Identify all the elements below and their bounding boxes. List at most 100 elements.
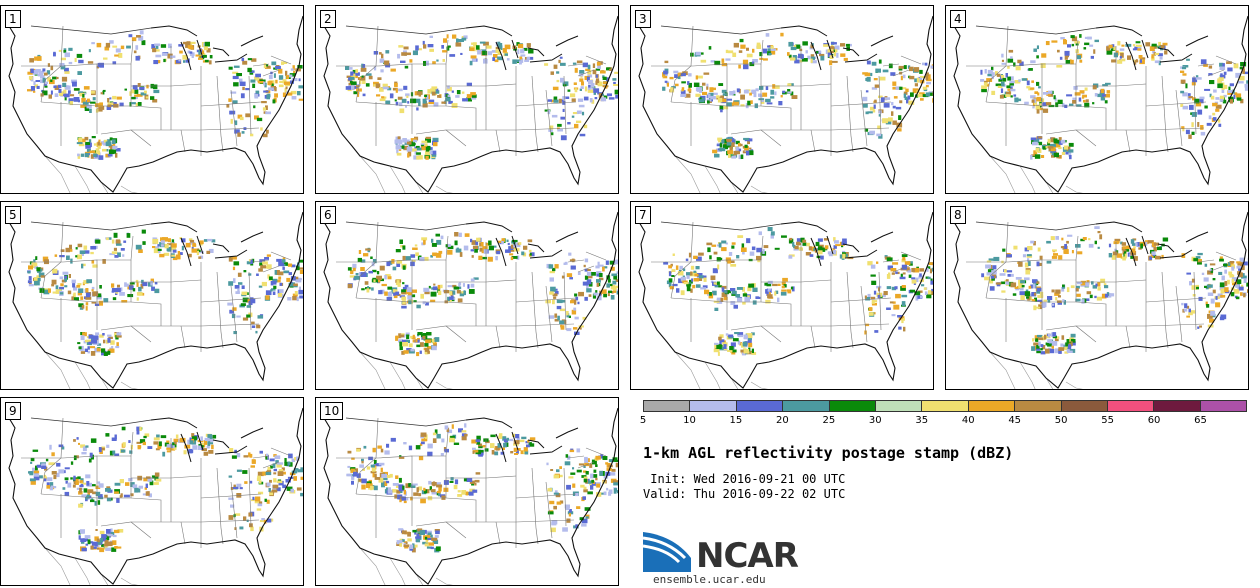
reflectivity-echo	[113, 247, 117, 251]
state-boundary	[531, 467, 537, 529]
reflectivity-echo	[728, 153, 731, 158]
reflectivity-echo	[27, 280, 32, 284]
reflectivity-echo	[810, 56, 815, 60]
reflectivity-echo	[92, 545, 97, 549]
reflectivity-echo	[211, 239, 216, 243]
reflectivity-echo	[121, 300, 128, 303]
state-boundary	[485, 279, 517, 283]
colorbar-segment	[968, 401, 1016, 411]
reflectivity-echo	[770, 231, 775, 236]
reflectivity-echo	[904, 261, 911, 265]
reflectivity-echo	[1075, 285, 1080, 289]
reflectivity-echo	[1029, 87, 1035, 90]
reflectivity-echo	[408, 343, 413, 348]
reflectivity-echo	[758, 231, 762, 236]
reflectivity-echo	[139, 439, 146, 443]
reflectivity-echo	[1095, 283, 1098, 287]
reflectivity-echo	[170, 254, 175, 257]
state-boundary	[670, 25, 694, 103]
reflectivity-echo	[431, 86, 438, 90]
reflectivity-echo	[519, 56, 523, 60]
reflectivity-echo	[236, 73, 242, 77]
reflectivity-echo	[1238, 268, 1242, 271]
reflectivity-echo	[904, 96, 908, 100]
reflectivity-echo	[416, 304, 421, 309]
reflectivity-echo	[62, 271, 69, 275]
reflectivity-echo	[269, 479, 272, 483]
reflectivity-echo	[592, 293, 596, 299]
reflectivity-echo	[1236, 93, 1241, 97]
reflectivity-echo	[52, 76, 57, 80]
reflectivity-echo	[498, 433, 503, 438]
reflectivity-echo	[401, 292, 407, 295]
colorbar-segment	[644, 401, 691, 411]
reflectivity-echo	[433, 102, 439, 107]
state-boundary	[760, 301, 792, 326]
reflectivity-echo	[189, 448, 194, 453]
reflectivity-echo	[897, 315, 903, 318]
reflectivity-echo	[1097, 282, 1101, 287]
reflectivity-echo	[1199, 98, 1204, 104]
reflectivity-echo	[491, 50, 497, 53]
reflectivity-echo	[1026, 86, 1031, 89]
reflectivity-echo	[90, 90, 95, 94]
reflectivity-echo	[107, 337, 111, 343]
reflectivity-echo	[78, 137, 83, 142]
reflectivity-echo	[347, 465, 351, 468]
reflectivity-echo	[403, 350, 409, 354]
reflectivity-echo	[984, 84, 987, 90]
reflectivity-echo	[690, 271, 693, 276]
reflectivity-echo	[1034, 91, 1038, 94]
reflectivity-echo	[60, 64, 66, 70]
reflectivity-echo	[298, 286, 301, 292]
reflectivity-echo	[1040, 155, 1045, 158]
reflectivity-echo	[721, 247, 727, 252]
reflectivity-echo	[1182, 127, 1185, 132]
reflectivity-echo	[46, 70, 51, 75]
reflectivity-echo	[668, 282, 672, 288]
reflectivity-echo	[378, 278, 381, 283]
reflectivity-echo	[554, 313, 558, 318]
site-url[interactable]: ensemble.ucar.edu	[653, 573, 766, 586]
reflectivity-echo	[85, 445, 89, 448]
reflectivity-echo	[1114, 238, 1121, 242]
reflectivity-echo	[106, 139, 111, 144]
reflectivity-echo	[517, 49, 520, 55]
reflectivity-echo	[737, 340, 741, 345]
reflectivity-echo	[106, 497, 112, 502]
reflectivity-echo	[447, 85, 450, 89]
reflectivity-echo	[1067, 55, 1069, 58]
reflectivity-echo	[597, 261, 600, 267]
reflectivity-echo	[1217, 293, 1223, 298]
reflectivity-echo	[129, 102, 132, 107]
reflectivity-echo	[397, 96, 403, 100]
reflectivity-echo	[579, 70, 585, 74]
reflectivity-echo	[515, 450, 519, 454]
reflectivity-echo	[574, 88, 578, 93]
reflectivity-echo	[893, 304, 900, 310]
reflectivity-echo	[401, 333, 405, 336]
reflectivity-echo	[874, 99, 877, 103]
reflectivity-echo	[870, 296, 876, 300]
reflectivity-echo	[189, 440, 194, 445]
reflectivity-echo	[1026, 254, 1032, 257]
reflectivity-echo	[1111, 255, 1116, 260]
reflectivity-echo	[677, 76, 681, 80]
reflectivity-echo	[139, 87, 145, 90]
reflectivity-echo	[739, 342, 743, 346]
reflectivity-echo	[145, 483, 148, 488]
reflectivity-echo	[422, 98, 427, 104]
reflectivity-echo	[103, 543, 109, 547]
reflectivity-echo	[775, 85, 780, 89]
reflectivity-echo	[707, 100, 710, 104]
reflectivity-echo	[283, 262, 288, 266]
reflectivity-echo	[406, 95, 409, 98]
reflectivity-echo	[116, 288, 121, 293]
reflectivity-echo	[182, 55, 188, 60]
colorbar-tick-label: 20	[776, 415, 789, 426]
reflectivity-echo	[793, 44, 797, 49]
reflectivity-echo	[142, 241, 146, 245]
reflectivity-echo	[78, 288, 84, 293]
reflectivity-echo	[287, 461, 291, 466]
reflectivity-echo	[432, 61, 436, 65]
